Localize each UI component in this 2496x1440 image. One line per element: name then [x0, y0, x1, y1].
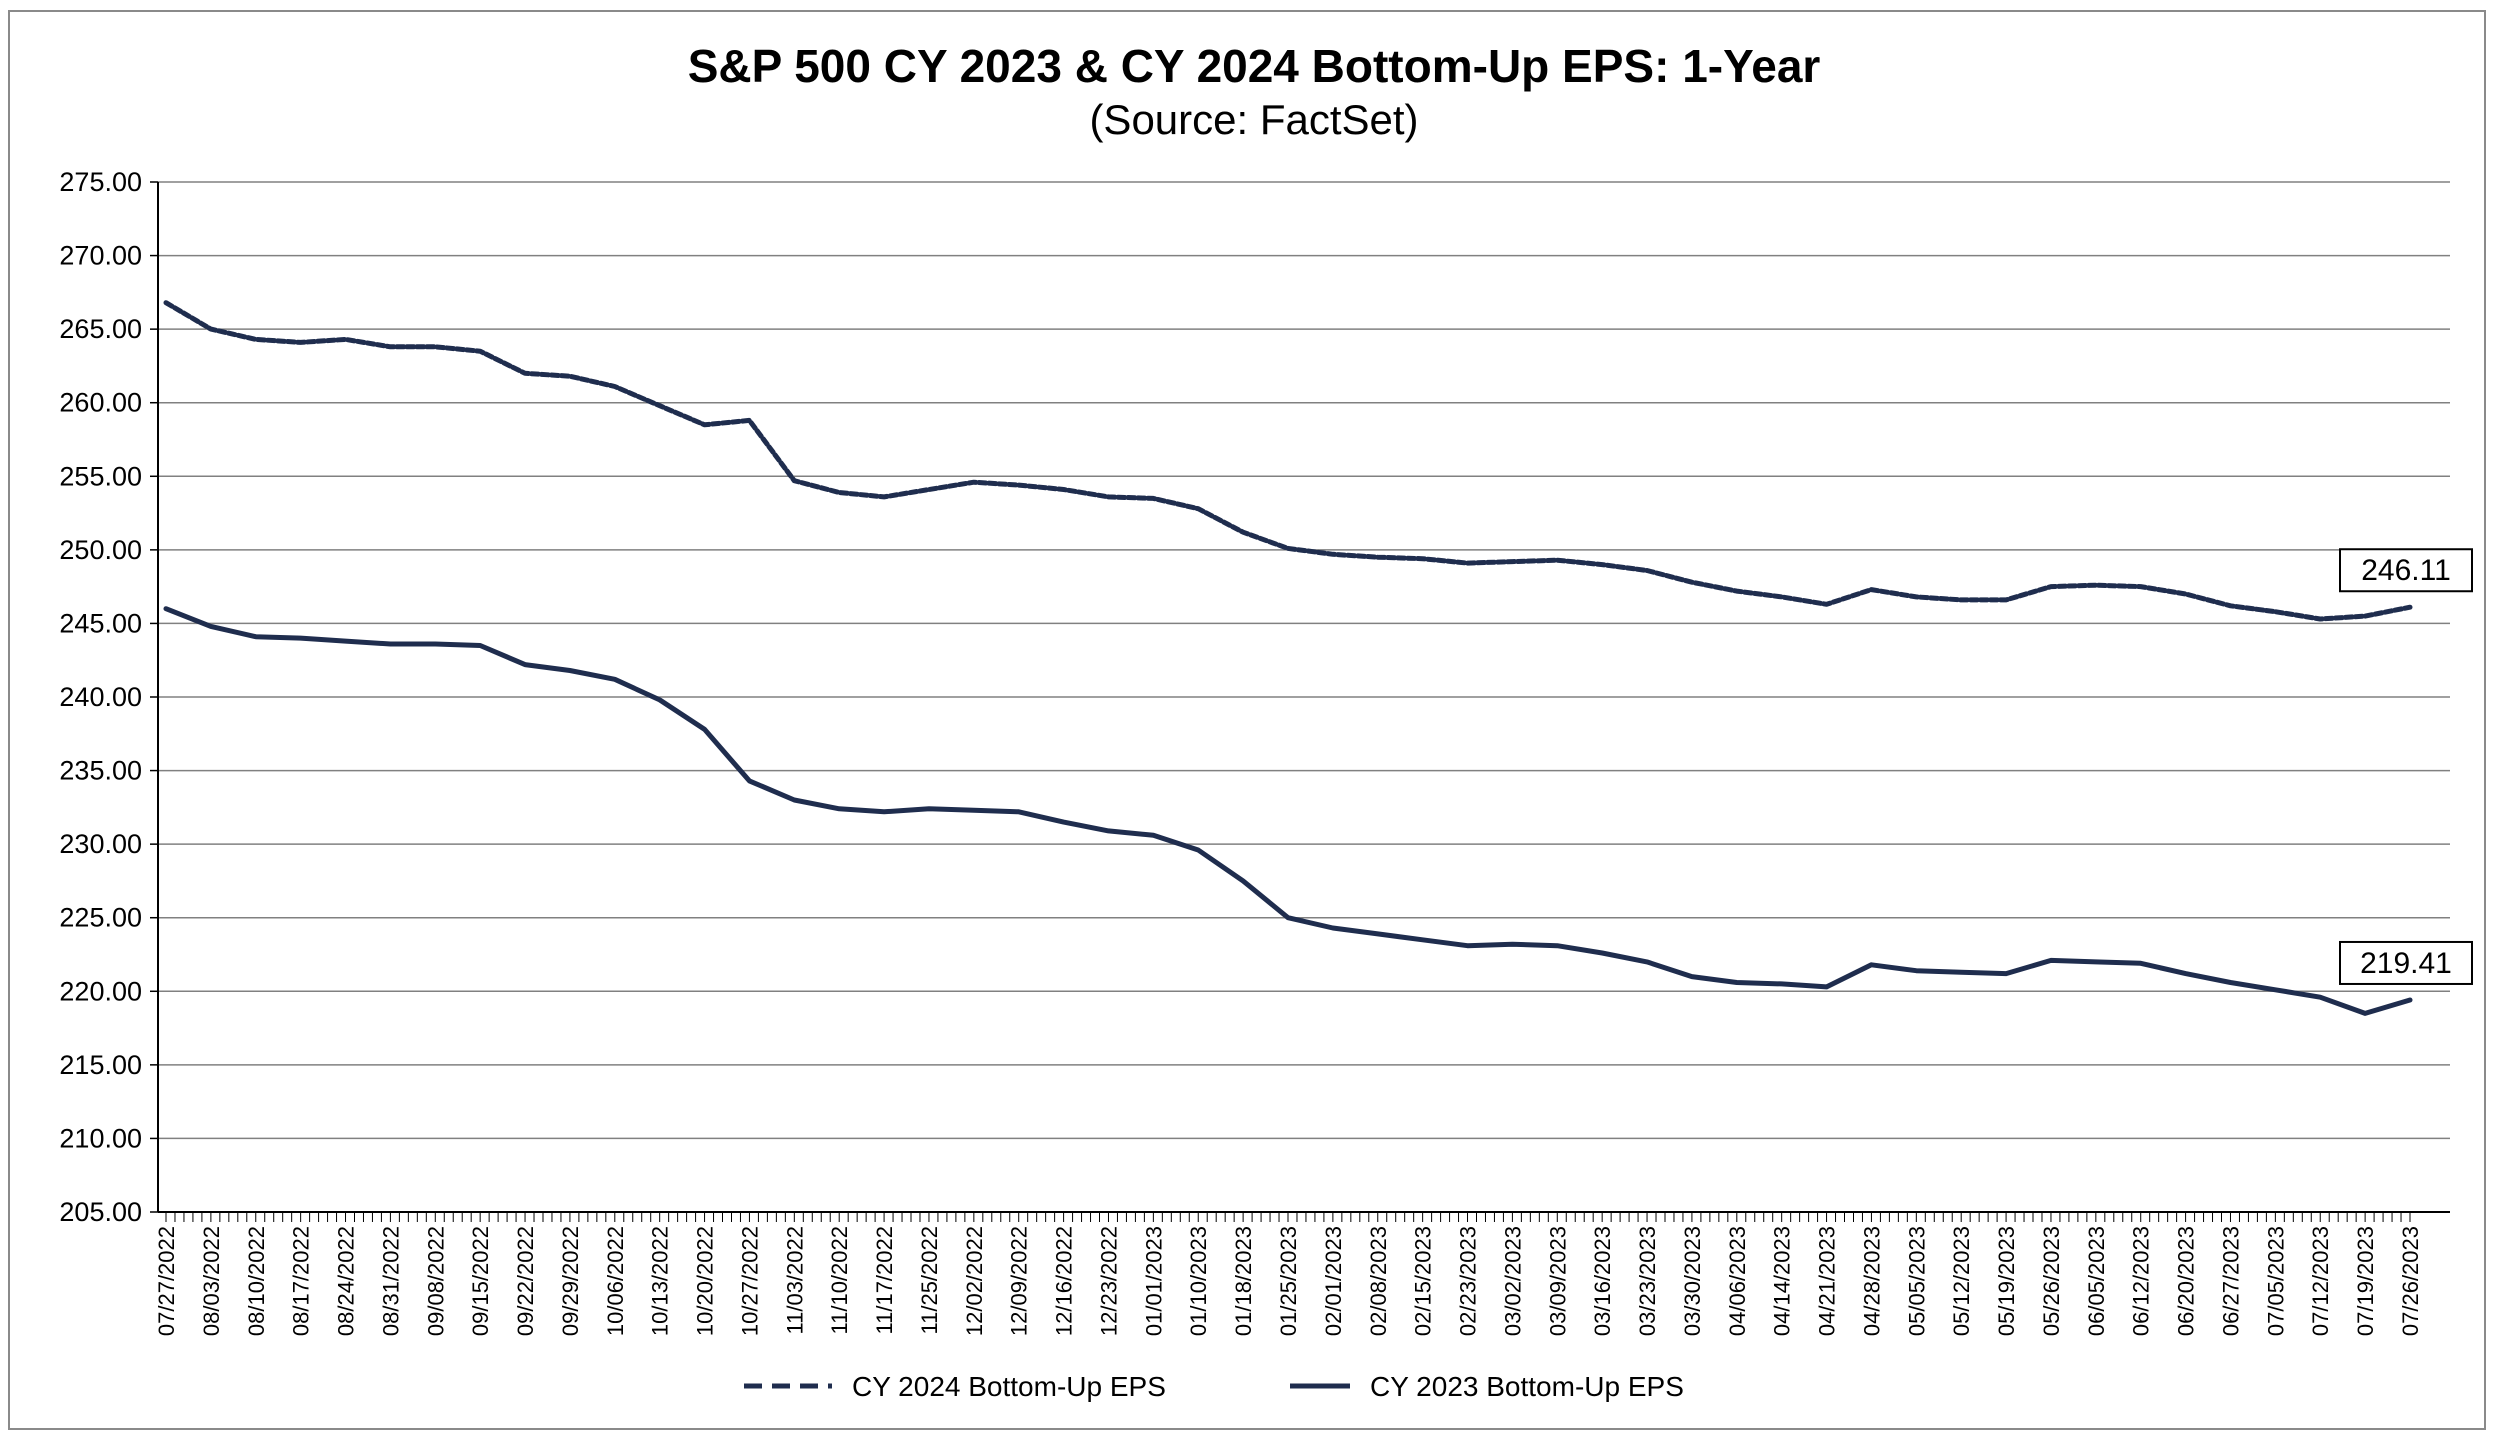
y-tick-label: 250.00 — [59, 535, 142, 565]
x-tick-label: 07/26/2023 — [2398, 1226, 2423, 1336]
x-tick-label: 05/05/2023 — [1904, 1226, 1929, 1336]
x-tick-label: 11/10/2022 — [827, 1226, 852, 1334]
legend-label: CY 2023 Bottom-Up EPS — [1370, 1371, 1684, 1402]
y-tick-label: 205.00 — [59, 1197, 142, 1227]
y-tick-label: 220.00 — [59, 976, 142, 1006]
x-tick-label: 03/30/2023 — [1680, 1226, 1705, 1336]
x-tick-label: 08/03/2022 — [199, 1226, 224, 1336]
y-tick-label: 270.00 — [59, 241, 142, 271]
y-tick-label: 260.00 — [59, 388, 142, 418]
series-line-cy2024 — [163, 300, 2413, 622]
x-tick-label: 08/24/2022 — [334, 1226, 359, 1336]
y-tick-label: 265.00 — [59, 314, 142, 344]
x-tick-label: 02/23/2023 — [1456, 1226, 1481, 1336]
chart-svg: S&P 500 CY 2023 & CY 2024 Bottom-Up EPS:… — [59, 40, 2473, 1402]
x-tick-label: 11/17/2022 — [872, 1226, 897, 1334]
x-tick-label: 03/09/2023 — [1545, 1226, 1570, 1336]
y-tick-label: 275.00 — [59, 167, 142, 197]
y-tick-label: 215.00 — [59, 1050, 142, 1080]
x-tick-label: 07/12/2023 — [2308, 1226, 2333, 1336]
chart-subtitle: (Source: FactSet) — [1089, 96, 1418, 143]
x-tick-label: 10/27/2022 — [737, 1226, 762, 1336]
x-tick-label: 12/23/2022 — [1096, 1226, 1121, 1336]
x-tick-label: 01/10/2023 — [1186, 1226, 1211, 1336]
x-tick-label: 12/02/2022 — [962, 1226, 987, 1336]
chart-frame: S&P 500 CY 2023 & CY 2024 Bottom-Up EPS:… — [8, 10, 2486, 1430]
x-tick-label: 03/16/2023 — [1590, 1226, 1615, 1336]
legend: CY 2024 Bottom-Up EPS CY 2023 Bottom-Up E… — [744, 1371, 1684, 1402]
x-tick-label: 01/18/2023 — [1231, 1226, 1256, 1336]
y-tick-label: 235.00 — [59, 756, 142, 786]
x-tick-label: 09/22/2022 — [513, 1226, 538, 1336]
x-tick-label: 04/28/2023 — [1859, 1226, 1884, 1336]
chart-title: S&P 500 CY 2023 & CY 2024 Bottom-Up EPS:… — [688, 40, 1821, 92]
x-tick-label: 06/20/2023 — [2174, 1226, 2199, 1336]
x-tick-label: 09/29/2022 — [558, 1226, 583, 1336]
x-tick-label: 05/19/2023 — [1994, 1226, 2019, 1336]
x-tick-label: 05/26/2023 — [2039, 1226, 2064, 1336]
y-tick-label: 230.00 — [59, 829, 142, 859]
legend-label: CY 2024 Bottom-Up EPS — [852, 1371, 1166, 1402]
x-tick-label: 07/05/2023 — [2263, 1226, 2288, 1336]
series-line-cy2023 — [163, 606, 2413, 1016]
x-tick-label: 06/27/2023 — [2218, 1226, 2243, 1336]
x-tick-label: 01/01/2023 — [1141, 1226, 1166, 1336]
x-tick-label: 03/02/2023 — [1500, 1226, 1525, 1336]
end-value-label: 246.11 — [2361, 554, 2451, 587]
x-tick-label: 06/12/2023 — [2129, 1226, 2154, 1336]
x-tick-label: 09/08/2022 — [423, 1226, 448, 1336]
x-tick-label: 10/13/2022 — [648, 1226, 673, 1336]
x-tick-label: 07/27/2022 — [154, 1226, 179, 1336]
end-label-box — [2339, 940, 2473, 985]
x-tick-label: 08/17/2022 — [289, 1226, 314, 1336]
y-tick-label: 225.00 — [59, 903, 142, 933]
end-label-box — [2339, 548, 2473, 593]
x-tick-label: 08/10/2022 — [244, 1226, 269, 1336]
x-tick-label: 01/25/2023 — [1276, 1226, 1301, 1336]
end-labels: 246.11 219.41 — [2339, 548, 2473, 985]
x-tick-label: 12/16/2022 — [1052, 1226, 1077, 1336]
x-tick-label: 02/01/2023 — [1321, 1226, 1346, 1336]
x-tick-label: 03/23/2023 — [1635, 1226, 1660, 1336]
x-tick-label: 10/06/2022 — [603, 1226, 628, 1336]
x-tick-label: 04/21/2023 — [1815, 1226, 1840, 1336]
x-tick-label: 06/05/2023 — [2084, 1226, 2109, 1336]
x-tick-label: 11/03/2022 — [782, 1226, 807, 1334]
y-tick-label: 210.00 — [59, 1123, 142, 1153]
x-tick-label: 07/19/2023 — [2353, 1226, 2378, 1336]
x-tick-label: 10/20/2022 — [693, 1226, 718, 1336]
y-tick-label: 245.00 — [59, 608, 142, 638]
axes: 275.00 270.00 265.00 260.00 255.00 250.00 245.… — [59, 167, 2450, 1336]
y-tick-label: 255.00 — [59, 461, 142, 491]
x-tick-label: 12/09/2022 — [1007, 1226, 1032, 1336]
x-tick-label: 11/25/2022 — [917, 1226, 942, 1334]
end-value-label: 219.41 — [2360, 947, 2452, 980]
x-tick-label: 04/14/2023 — [1770, 1226, 1795, 1336]
x-tick-label: 08/31/2022 — [378, 1226, 403, 1336]
x-tick-label: 02/15/2023 — [1411, 1226, 1436, 1336]
x-tick-label: 09/15/2022 — [468, 1226, 493, 1336]
x-tick-label: 04/06/2023 — [1725, 1226, 1750, 1336]
series-lines — [163, 300, 2413, 1016]
x-tick-label: 05/12/2023 — [1949, 1226, 1974, 1336]
gridlines — [158, 181, 2450, 1213]
x-tick-label: 02/08/2023 — [1366, 1226, 1391, 1336]
y-tick-label: 240.00 — [59, 682, 142, 712]
